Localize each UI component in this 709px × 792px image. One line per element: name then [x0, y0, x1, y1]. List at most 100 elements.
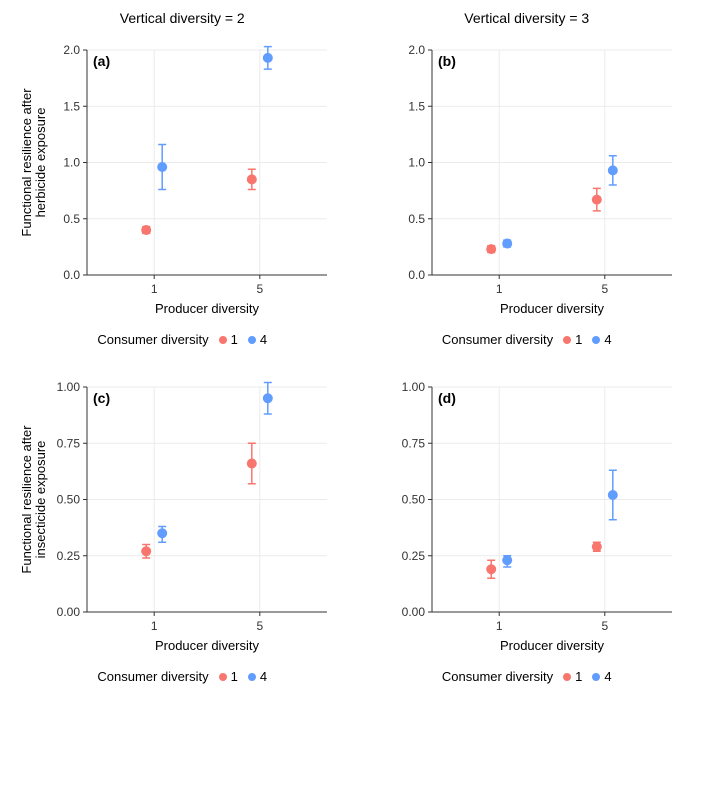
legend-item: 1 — [219, 332, 238, 347]
y-tick-label: 0.75 — [401, 436, 425, 450]
panel-b: 0.00.51.01.52.015Producer diversity(b) — [367, 30, 687, 330]
panel-letter: (a) — [93, 53, 110, 69]
x-tick-label: 1 — [151, 619, 158, 633]
legend-item: 4 — [248, 669, 267, 684]
legend-value: 1 — [231, 669, 238, 684]
y-tick-label: 0.25 — [401, 549, 425, 563]
y-tick-label: 1.00 — [401, 380, 425, 394]
legend: Consumer diversity 1 4 — [97, 332, 267, 347]
panel-b-container: Vertical diversity = 3 0.0 0.5 1.0 1.5 2.0 1 5 P… — [355, 10, 700, 347]
data-point — [157, 528, 167, 538]
data-point — [141, 546, 151, 556]
legend-item: 4 — [592, 669, 611, 684]
y-tick-label: 0.00 — [57, 605, 81, 619]
legend-value: 1 — [231, 332, 238, 347]
data-point — [486, 244, 496, 254]
y-tick-label: 0.5 — [408, 212, 425, 226]
panel-a-container: Vertical diversity = 2 0.0 0.5 1.0 1.5 2.0 1 5 P… — [10, 10, 355, 347]
legend-dot — [592, 673, 600, 681]
x-tick-label: 5 — [601, 282, 608, 296]
column-title: Vertical diversity = 3 — [464, 10, 589, 28]
legend-item: 4 — [248, 332, 267, 347]
legend: Consumer diversity 1 4 — [442, 332, 612, 347]
panel-letter: (c) — [93, 390, 110, 406]
panel-d-svg: 0.00 0.25 0.50 0.75 1.00 1 5 Producer diversity… — [367, 367, 687, 667]
legend-item: 1 — [563, 669, 582, 684]
y-tick-label: 0.75 — [57, 436, 81, 450]
y-tick-label: 0.50 — [401, 493, 425, 507]
y-tick-label: 1.0 — [64, 156, 81, 170]
y-tick-label: 1.00 — [57, 380, 81, 394]
y-tick-label: 0.0 — [64, 268, 81, 282]
y-tick-label: 0.00 — [401, 605, 425, 619]
legend-value: 4 — [604, 669, 611, 684]
panel-c: 0.00 0.25 0.50 0.75 1.00 1 5 Producer diversity… — [22, 367, 342, 667]
legend-dot — [592, 336, 600, 344]
data-point — [592, 195, 602, 205]
legend-dot — [563, 336, 571, 344]
panel-d-container: 0.00 0.25 0.50 0.75 1.00 1 5 Producer diversity… — [355, 347, 700, 684]
x-axis-title: Producer diversity — [500, 301, 605, 316]
y-tick-label: 1.5 — [64, 99, 81, 113]
data-point — [608, 165, 618, 175]
legend-value: 4 — [260, 669, 267, 684]
data-point — [247, 174, 257, 184]
panel-c-container: 0.00 0.25 0.50 0.75 1.00 1 5 Producer diversity… — [10, 347, 355, 684]
y-tick-label: 0.0 — [408, 268, 425, 282]
y-tick-label: 0.25 — [57, 549, 81, 563]
legend-item: 1 — [563, 332, 582, 347]
panel-b-svg: 0.00.51.01.52.015Producer diversity(b) — [367, 30, 687, 330]
data-point — [141, 225, 151, 235]
data-point — [502, 555, 512, 565]
data-point — [502, 239, 512, 249]
legend-dot — [248, 673, 256, 681]
y-tick-label: 0.5 — [64, 212, 81, 226]
legend-value: 4 — [604, 332, 611, 347]
y-axis-title: Functional resilience afterinsecticide e… — [22, 425, 48, 574]
legend-item: 1 — [219, 669, 238, 684]
x-tick-label: 1 — [496, 619, 503, 633]
y-tick-label: 2.0 — [64, 43, 81, 57]
x-tick-label: 5 — [601, 619, 608, 633]
data-point — [486, 564, 496, 574]
y-tick-label: 2.0 — [408, 43, 425, 57]
x-tick-label: 1 — [151, 282, 158, 296]
x-tick-label: 5 — [257, 282, 264, 296]
data-point — [247, 459, 257, 469]
x-axis-title: Producer diversity — [155, 301, 260, 316]
legend-label: Consumer diversity — [97, 669, 208, 684]
data-point — [608, 490, 618, 500]
figure-grid: Vertical diversity = 2 0.0 0.5 1.0 1.5 2.0 1 5 P… — [10, 10, 699, 684]
panel-letter: (d) — [438, 390, 456, 406]
legend-dot — [219, 673, 227, 681]
data-point — [592, 542, 602, 552]
data-point — [263, 53, 273, 63]
legend-value: 1 — [575, 669, 582, 684]
panel-c-svg: 0.00 0.25 0.50 0.75 1.00 1 5 Producer diversity… — [22, 367, 342, 667]
x-axis-title: Producer diversity — [500, 638, 605, 653]
legend-dot — [563, 673, 571, 681]
legend-dot — [219, 336, 227, 344]
y-axis-title: Functional resilience afterherbicide exp… — [22, 88, 48, 237]
data-point — [157, 162, 167, 172]
panel-a: 0.0 0.5 1.0 1.5 2.0 1 5 Producer diversity Funct… — [22, 30, 342, 330]
x-tick-label: 1 — [496, 282, 503, 296]
legend: Consumer diversity 1 4 — [442, 669, 612, 684]
panel-d: 0.00 0.25 0.50 0.75 1.00 1 5 Producer diversity… — [367, 367, 687, 667]
legend-dot — [248, 336, 256, 344]
legend: Consumer diversity 1 4 — [97, 669, 267, 684]
legend-value: 4 — [260, 332, 267, 347]
x-axis-title: Producer diversity — [155, 638, 260, 653]
legend-label: Consumer diversity — [442, 669, 553, 684]
y-tick-label: 1.5 — [408, 99, 425, 113]
x-tick-label: 5 — [257, 619, 264, 633]
legend-label: Consumer diversity — [442, 332, 553, 347]
legend-value: 1 — [575, 332, 582, 347]
panel-a-svg: 0.0 0.5 1.0 1.5 2.0 1 5 Producer diversity Funct… — [22, 30, 342, 330]
data-point — [263, 393, 273, 403]
column-title: Vertical diversity = 2 — [120, 10, 245, 28]
y-tick-label: 1.0 — [408, 156, 425, 170]
y-tick-label: 0.50 — [57, 493, 81, 507]
legend-item: 4 — [592, 332, 611, 347]
legend-label: Consumer diversity — [97, 332, 208, 347]
